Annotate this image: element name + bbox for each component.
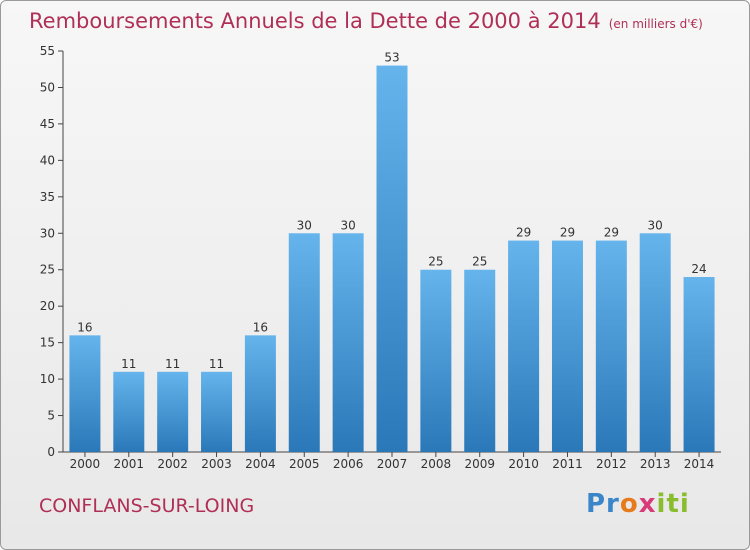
data-label: 11 [209,357,224,371]
y-tick-label: 20 [40,299,55,313]
data-label: 11 [165,357,180,371]
x-tick-label: 2010 [508,457,539,471]
y-tick-label: 0 [47,445,55,459]
x-tick-label: 2008 [421,457,452,471]
data-label: 30 [340,218,355,232]
x-tick-label: 2012 [596,457,627,471]
bar-2003 [201,371,233,452]
bar-2009 [464,269,496,452]
chart-title: Remboursements Annuels de la Dette de 20… [29,9,601,33]
y-tick-label: 30 [40,226,55,240]
y-tick-label: 35 [40,190,55,204]
proxiti-logo: Proxiti [586,489,690,519]
x-tick-label: 2006 [333,457,364,471]
x-tick-label: 2002 [157,457,188,471]
bar-2007 [376,65,408,452]
data-label: 24 [691,262,706,276]
x-tick-label: 2005 [289,457,320,471]
chart-title-row: Remboursements Annuels de la Dette de 20… [29,9,703,33]
data-label: 29 [560,226,575,240]
y-tick-label: 15 [40,336,55,350]
x-tick-label: 2003 [201,457,232,471]
y-tick-label: 40 [40,153,55,167]
data-label: 25 [428,255,443,269]
x-tick-label: 2007 [377,457,408,471]
data-label: 53 [384,51,399,65]
bar-2012 [595,240,627,452]
y-tick-label: 55 [40,44,55,58]
city-name: CONFLANS-SUR-LOING [39,495,255,517]
data-label: 29 [516,226,531,240]
data-label: 29 [604,226,619,240]
x-tick-label: 2000 [70,457,101,471]
data-label: 16 [253,320,268,334]
bar-2011 [551,240,583,452]
bar-2010 [508,240,540,452]
bar-2013 [639,233,671,452]
x-tick-label: 2009 [464,457,495,471]
bar-2004 [244,335,276,452]
y-tick-label: 25 [40,263,55,277]
x-tick-label: 2001 [114,457,145,471]
x-tick-label: 2011 [552,457,583,471]
x-tick-label: 2013 [640,457,671,471]
bar-2002 [157,371,189,452]
y-tick-label: 45 [40,117,55,131]
bar-2005 [288,233,320,452]
bar-2006 [332,233,364,452]
bar-2014 [683,277,715,452]
y-tick-label: 50 [40,80,55,94]
x-tick-label: 2014 [684,457,715,471]
chart-subtitle: (en milliers d'€) [608,17,703,31]
y-tick-label: 10 [40,372,55,386]
y-tick-label: 5 [47,409,55,423]
data-label: 30 [297,218,312,232]
data-label: 16 [77,320,92,334]
data-label: 25 [472,255,487,269]
data-label: 11 [121,357,136,371]
data-label: 30 [648,218,663,232]
bar-2001 [113,371,145,452]
bar-2008 [420,269,452,452]
x-tick-label: 2004 [245,457,276,471]
bar-2000 [69,335,101,452]
